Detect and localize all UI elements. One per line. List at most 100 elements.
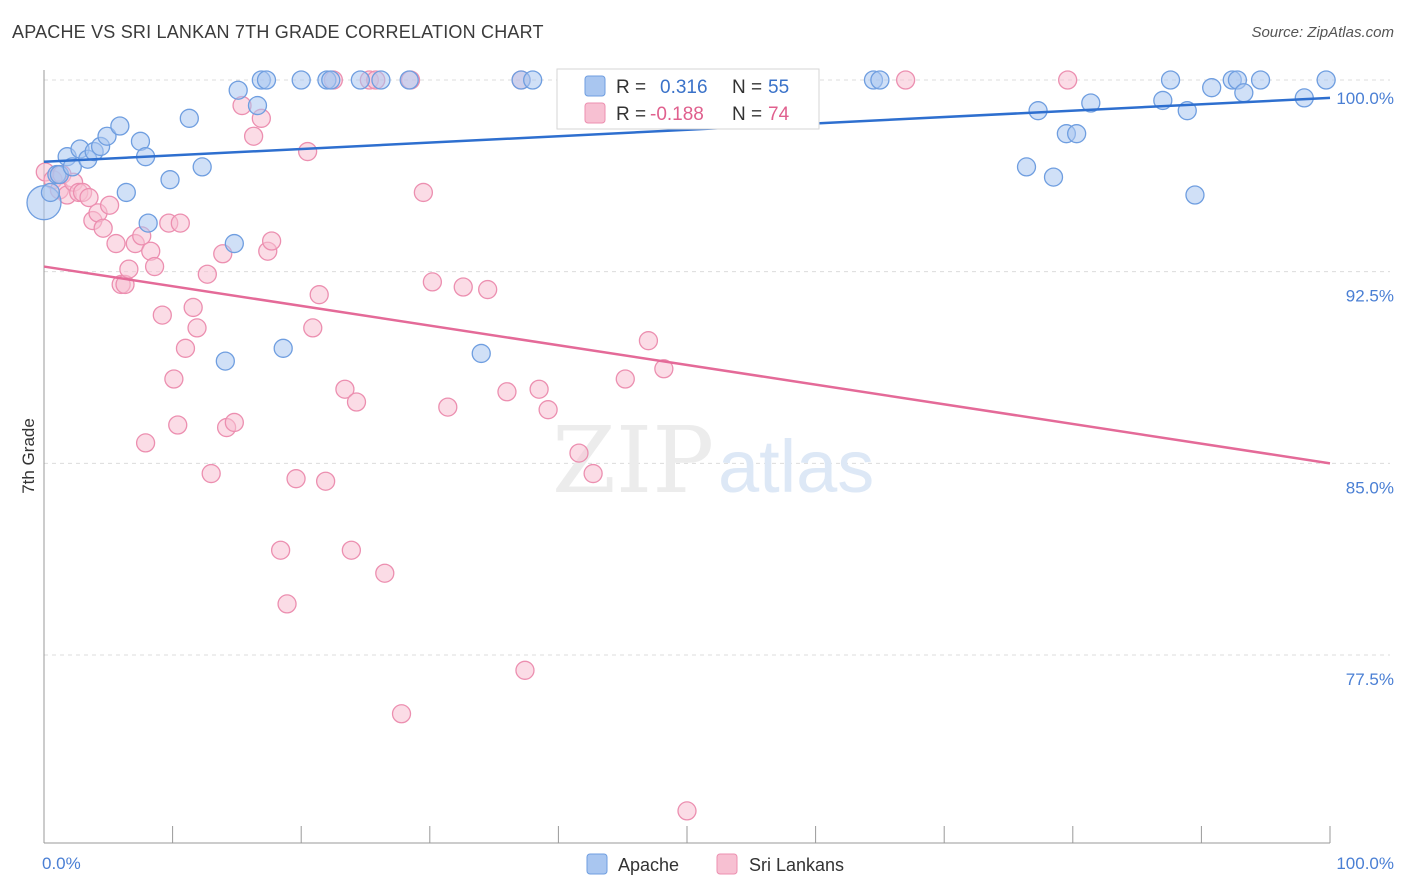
apache-point bbox=[215, 351, 235, 371]
apache-point bbox=[224, 233, 244, 254]
stats-legend-r-label-srilankan: R = bbox=[616, 104, 646, 125]
trend-lines bbox=[43, 96, 1331, 465]
srilankan-point bbox=[438, 397, 458, 417]
srilankan-point bbox=[309, 285, 329, 305]
y-tick-label: 100.0% bbox=[1336, 89, 1394, 108]
grid-lines bbox=[44, 79, 1390, 656]
stats-legend-n-label-apache: N = bbox=[732, 77, 762, 98]
apache-point bbox=[110, 116, 130, 136]
apache-point bbox=[228, 80, 248, 100]
watermark-atlas: atlas bbox=[718, 425, 874, 508]
srilankan-point bbox=[654, 359, 674, 379]
apache-point bbox=[1067, 124, 1087, 144]
srilankan-point bbox=[164, 369, 184, 389]
srilankan-point bbox=[453, 277, 473, 297]
srilankan-point bbox=[144, 256, 165, 277]
apache-point bbox=[1028, 101, 1048, 121]
stats-legend-r-label-apache: R = bbox=[616, 77, 646, 98]
apache-point bbox=[97, 126, 117, 146]
x-tick-marks bbox=[43, 826, 1331, 843]
srilankan-point bbox=[79, 187, 99, 208]
srilankan-point bbox=[583, 463, 603, 484]
x-tick-label-100: 100.0% bbox=[1336, 854, 1394, 873]
srilankan-point bbox=[187, 318, 207, 338]
apache-point bbox=[350, 70, 371, 90]
srilankan-point bbox=[243, 126, 264, 146]
apache-point bbox=[160, 170, 180, 190]
srilankan-point bbox=[303, 318, 323, 338]
apache-point bbox=[138, 213, 158, 233]
srilankan-point bbox=[99, 195, 120, 215]
apache-point bbox=[1185, 185, 1205, 205]
srilankan-point bbox=[93, 218, 113, 238]
srilankan-point bbox=[569, 443, 589, 463]
bottom-legend-label-srilankan: Sri Lankans bbox=[749, 855, 844, 875]
apache-point bbox=[870, 70, 890, 90]
apache-point bbox=[321, 70, 341, 90]
srilankan-point bbox=[170, 213, 190, 233]
srilankan-point bbox=[638, 331, 659, 351]
apache-point bbox=[371, 70, 391, 90]
apache-point bbox=[1043, 167, 1064, 187]
y-tick-label: 92.5% bbox=[1346, 287, 1394, 306]
apache-point bbox=[1234, 83, 1254, 103]
x-tick-label-0: 0.0% bbox=[42, 854, 81, 873]
bottom-legend-swatch-srilankan bbox=[716, 853, 738, 875]
srilankan-point bbox=[677, 801, 697, 821]
stats-legend-n-value-apache: 55 bbox=[768, 77, 789, 98]
srilankan-point bbox=[391, 704, 412, 724]
srilankan-point bbox=[224, 412, 244, 433]
y-axis-title: 7th Grade bbox=[19, 418, 38, 494]
bottom-legend-swatch-apache bbox=[586, 853, 608, 875]
srilankan-point bbox=[277, 594, 297, 614]
apache-point bbox=[1081, 93, 1101, 113]
apache-point bbox=[40, 182, 61, 203]
srilankan-point bbox=[413, 182, 434, 203]
apache-trend-line bbox=[43, 96, 1331, 164]
srilankan-point bbox=[286, 469, 306, 489]
srilankan-point bbox=[261, 231, 282, 251]
apache-point bbox=[179, 108, 199, 128]
srilankan-point bbox=[895, 70, 916, 90]
srilankan-point bbox=[119, 259, 139, 279]
apache-point bbox=[1160, 70, 1181, 90]
apache-point bbox=[256, 70, 277, 90]
apache-point bbox=[471, 343, 491, 364]
srilankan-point bbox=[106, 233, 126, 254]
srilankan-point bbox=[515, 660, 535, 680]
srilankan-point bbox=[183, 297, 203, 318]
srilankan-point bbox=[201, 463, 221, 484]
srilankan-point bbox=[478, 279, 498, 300]
srilankan-point bbox=[270, 540, 291, 560]
stats-legend: R = 0.316 N = 55 R = -0.188 N = 74 bbox=[556, 68, 820, 130]
chart-source: Source: ZipAtlas.com bbox=[1251, 24, 1394, 41]
srilankan-point bbox=[1058, 70, 1078, 90]
srilankan-point bbox=[341, 540, 362, 560]
srilankan-point bbox=[422, 272, 443, 292]
apache-point bbox=[192, 157, 212, 177]
stats-legend-n-value-srilankan: 74 bbox=[768, 104, 790, 125]
srilankan-point bbox=[375, 563, 395, 583]
y-tick-labels: 100.0% 92.5% 85.0% 77.5% bbox=[1336, 89, 1394, 689]
apache-point bbox=[1250, 70, 1271, 90]
srilankan-point bbox=[152, 305, 172, 325]
apache-point bbox=[247, 95, 268, 116]
srilankan-point bbox=[197, 264, 217, 284]
stats-legend-r-value-srilankan: -0.188 bbox=[650, 104, 704, 125]
srilankan-point bbox=[346, 392, 367, 412]
bottom-legend-label-apache: Apache bbox=[618, 855, 679, 875]
stats-legend-r-value-apache: 0.316 bbox=[660, 77, 708, 98]
srilankan-point bbox=[335, 379, 355, 399]
srilankan-point bbox=[497, 382, 517, 402]
srilankan-point bbox=[297, 141, 318, 162]
srilankan-point bbox=[538, 400, 558, 420]
srilankan-point bbox=[315, 471, 336, 491]
apache-point bbox=[273, 338, 293, 358]
y-tick-label: 85.0% bbox=[1346, 478, 1394, 497]
apache-point bbox=[1202, 78, 1222, 98]
chart-title: APACHE VS SRI LANKAN 7TH GRADE CORRELATI… bbox=[12, 22, 544, 42]
apache-point bbox=[62, 157, 82, 177]
srilankan-point bbox=[168, 415, 188, 435]
apache-point bbox=[116, 182, 136, 203]
